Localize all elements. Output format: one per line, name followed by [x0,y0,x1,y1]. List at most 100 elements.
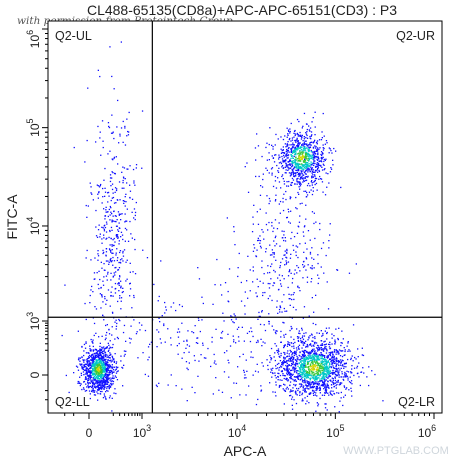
event-dot [119,275,121,277]
event-dot [324,369,326,371]
event-dot [130,338,132,340]
event-dot [296,164,298,166]
event-dot [318,384,320,386]
event-dot [285,164,287,167]
event-dot [92,357,94,359]
event-dot [64,284,66,286]
event-dot [102,280,104,282]
event-dot [141,110,144,112]
event-dot [315,372,318,374]
event-dot [135,201,137,204]
event-dot [345,375,347,377]
event-dot [289,371,291,373]
event-dot [286,374,288,376]
event-dot [91,389,93,391]
event-dot [306,191,308,194]
event-dot [313,357,315,359]
event-dot [293,236,296,238]
event-dot [113,371,115,373]
event-dot [298,287,300,289]
event-dot [113,392,115,394]
event-dot [307,360,309,362]
event-dot [309,382,311,384]
event-dot [125,340,127,342]
event-dot [104,359,106,361]
event-dot [193,355,195,357]
event-dot [111,373,113,375]
event-dot [331,355,333,358]
event-dot [83,354,85,357]
event-dot [99,233,101,235]
event-dot [279,279,281,282]
event-dot [302,389,304,391]
event-dot [105,275,108,277]
event-dot [300,371,302,374]
event-dot [291,377,293,380]
event-dot [293,345,295,347]
event-dot [86,216,88,218]
event-dot [310,281,312,283]
event-dot [111,355,113,357]
event-dot [90,381,92,383]
event-dot [312,322,314,325]
event-dot [156,385,158,388]
event-dot [87,383,89,385]
event-dot [294,149,296,151]
event-dot [322,375,324,377]
event-dot [279,305,281,307]
event-dot [314,377,316,379]
event-dot [102,374,104,376]
event-dot [305,169,307,171]
event-dot [312,336,314,339]
event-dot [326,331,328,334]
event-dot [310,144,312,146]
event-dot [323,272,325,274]
event-dot [98,378,100,380]
event-dot [313,160,315,162]
event-dot [307,382,309,384]
event-dot [281,275,283,277]
event-dot [308,125,310,127]
event-dot [97,388,100,390]
event-dot [301,144,303,146]
event-dot [288,359,290,361]
event-dot [315,352,317,354]
event-dot [315,381,317,383]
event-dot [328,366,331,369]
event-dot [317,274,319,276]
event-dot [332,360,335,362]
event-dot [92,369,94,371]
event-dot [342,360,344,362]
event-dot [334,343,336,345]
event-dot [293,130,296,132]
event-dot [95,235,98,237]
event-dot [334,358,336,360]
event-dot [94,373,96,375]
event-dot [255,341,258,344]
event-dot [265,167,267,169]
event-dot [106,347,108,349]
event-dot [303,112,306,115]
event-dot [306,372,308,374]
event-dot [118,282,120,284]
event-dot [106,346,108,348]
event-dot [306,350,308,353]
event-dot [335,363,338,365]
event-dot [268,143,270,146]
event-dot [301,350,303,352]
event-dot [326,356,328,358]
event-dot [322,149,325,151]
event-dot [322,372,324,374]
event-dot [167,384,169,386]
event-dot [317,358,319,361]
event-dot [292,150,295,152]
event-dot [294,359,297,361]
event-dot [313,391,315,393]
event-dot [290,294,292,296]
event-dot [321,369,323,371]
event-dot [297,144,299,146]
event-dot [294,350,296,353]
event-dot [302,155,304,157]
event-dot [308,374,311,376]
event-dot [303,171,306,174]
